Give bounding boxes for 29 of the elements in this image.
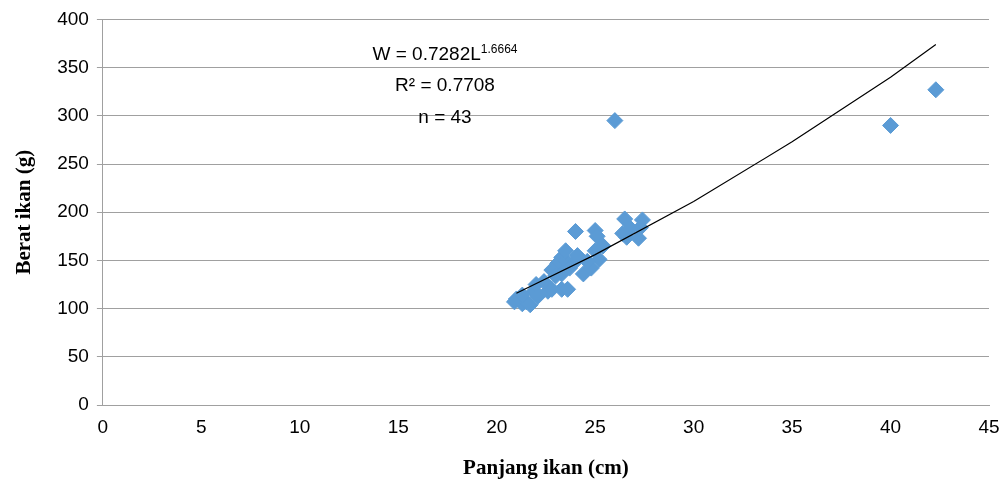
x-tick-label: 5: [196, 415, 207, 437]
point: [616, 210, 634, 228]
x-tick-label: 0: [97, 415, 109, 437]
y-tick-label: 50: [67, 345, 89, 367]
x-axis-title: Panjang ikan (cm): [463, 454, 629, 479]
x-tick-label: 35: [781, 415, 803, 437]
y-axis-title: Berat ikan (g): [11, 149, 36, 275]
x-tick-label: 40: [879, 415, 902, 437]
x-tick-label: 15: [387, 415, 409, 437]
y-tick-label: 400: [57, 7, 89, 29]
x-tick-label: 45: [978, 415, 1000, 437]
annotation: R² = 0.7708: [395, 74, 495, 96]
y-tick-label: 100: [57, 296, 89, 318]
y-tick-label: 200: [57, 200, 89, 222]
point: [882, 116, 900, 134]
x-tick-label: 30: [683, 415, 705, 437]
x-tick-label: 10: [289, 415, 311, 437]
y-tick-label: 0: [78, 393, 89, 415]
y-tick-label: 250: [57, 152, 89, 174]
annotation: W = 0.7282L$^{1.6664}$: [372, 42, 518, 66]
point: [927, 81, 945, 99]
y-tick-label: 350: [57, 55, 89, 77]
point: [606, 112, 624, 130]
annotation: n = 43: [418, 106, 472, 128]
y-tick-label: 300: [57, 104, 89, 126]
point: [566, 222, 584, 240]
x-tick-label: 20: [486, 415, 508, 437]
y-tick-label: 150: [57, 248, 89, 270]
x-tick-label: 25: [584, 415, 606, 437]
